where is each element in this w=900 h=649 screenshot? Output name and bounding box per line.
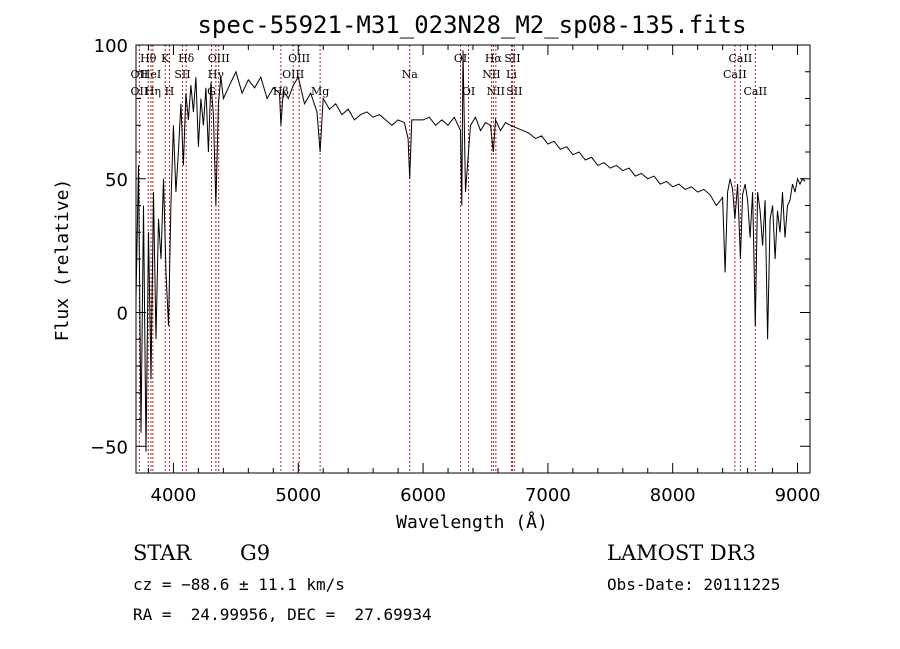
line-label-17: OI — [454, 52, 467, 65]
line-label-7: Hη — [145, 85, 161, 98]
x-tick-label: 5000 — [275, 485, 321, 506]
x-axis-label: Wavelength (Å) — [396, 511, 548, 533]
line-label-24: SII — [506, 85, 522, 98]
line-label-26: CaII — [723, 68, 747, 81]
y-axis: −50 0 50 100 — [90, 36, 810, 474]
line-label-13: OIII — [282, 68, 304, 81]
x-tick-label: 6000 — [400, 485, 446, 506]
line-label-15: Mg — [311, 85, 329, 98]
x-tick-label: 4000 — [151, 485, 197, 506]
line-label-14: Hβ — [273, 85, 289, 98]
line-label-23: NII — [487, 85, 505, 98]
line-label-1: K — [161, 52, 170, 65]
velocity-readout: cz = −88.6 ± 11.1 km/s — [133, 575, 345, 594]
line-label-9: OIII — [208, 52, 230, 65]
line-label-20: SII — [504, 52, 520, 65]
spectrum-series-line — [135, 50, 806, 452]
line-label-25: CaII — [729, 52, 753, 65]
line-label-10: Hγ — [208, 68, 225, 81]
line-label-18: OI — [462, 85, 475, 98]
line-label-8: H — [165, 85, 175, 98]
x-tick-label: 8000 — [650, 485, 696, 506]
line-label-16: Na — [402, 68, 419, 81]
y-tick-label: −50 — [90, 437, 128, 458]
x-axis: 4000 5000 6000 7000 8000 9000 — [147, 45, 821, 506]
plot-frame — [135, 44, 811, 474]
line-label-19: Hα — [485, 52, 503, 65]
y-tick-label: 0 — [117, 304, 128, 325]
spectral-line-markers — [138, 45, 756, 473]
line-label-21: NII — [482, 68, 500, 81]
line-label-6: OII — [131, 85, 149, 98]
y-axis-label: Flux (relative) — [52, 179, 73, 342]
obs-date: Obs-Date: 20111225 — [607, 575, 780, 594]
survey-name: LAMOST DR3 — [607, 541, 756, 565]
y-tick-label: 50 — [105, 170, 128, 191]
line-label-4: HeI — [141, 68, 161, 81]
object-class: STAR — [133, 541, 192, 565]
y-tick-label: 100 — [94, 36, 128, 57]
line-label-2: Hδ — [178, 52, 195, 65]
line-label-27: CaII — [743, 85, 767, 98]
line-label-3: OII — [131, 68, 149, 81]
x-tick-label: 9000 — [775, 485, 821, 506]
object-subclass: G9 — [240, 541, 270, 565]
coordinates-readout: RA = 24.99956, DEC = 27.69934 — [133, 605, 432, 624]
x-tick-label: 7000 — [525, 485, 571, 506]
line-label-22: Li — [506, 68, 517, 81]
line-label-12: OIII — [288, 52, 310, 65]
chart-title: spec-55921-M31_023N28_M2_sp08-135.fits — [197, 11, 746, 39]
line-label-5: SII — [174, 68, 190, 81]
line-label-0: Hθ — [140, 52, 157, 65]
